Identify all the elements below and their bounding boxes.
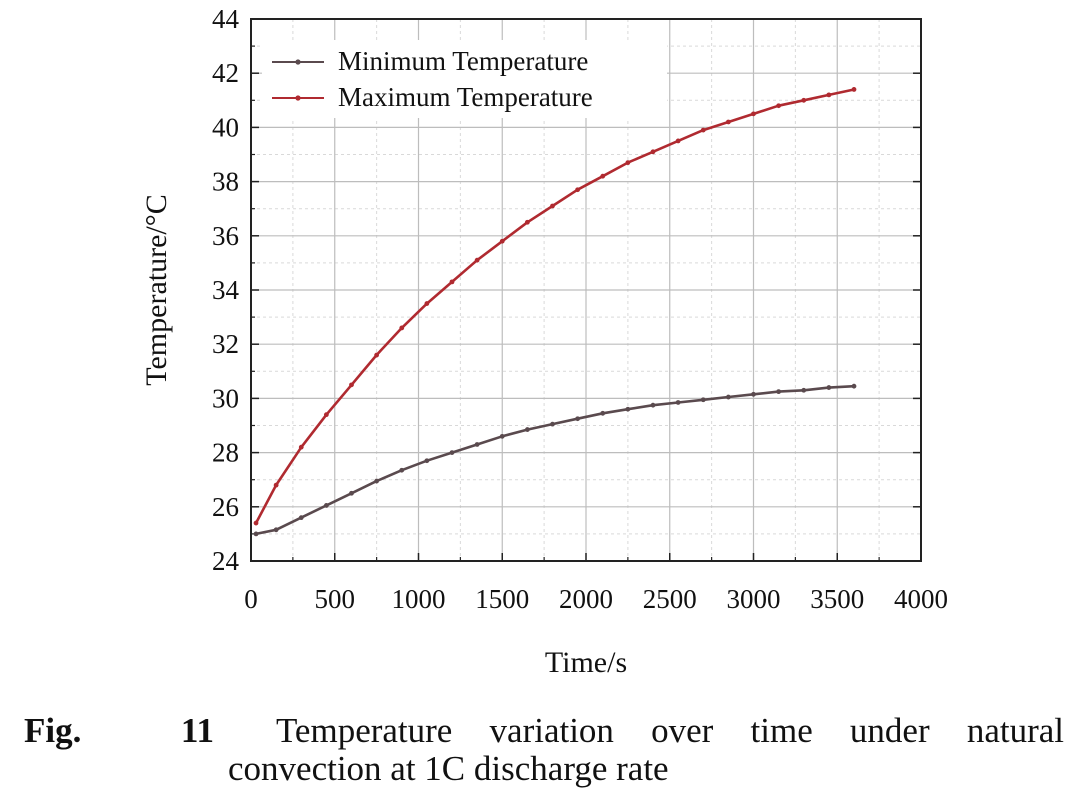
y-axis-label: Temperature/°C	[140, 194, 173, 385]
data-point-minimum	[826, 385, 832, 390]
data-point-minimum	[700, 397, 706, 403]
data-point-minimum	[851, 383, 857, 389]
data-point-maximum	[625, 160, 631, 166]
y-tick-label: 44	[212, 4, 240, 34]
caption-word: under	[849, 711, 930, 750]
data-point-maximum	[424, 301, 430, 306]
y-tick-label: 36	[212, 221, 239, 251]
y-tick-label: 40	[212, 112, 239, 142]
legend-label-maximum: Maximum Temperature	[338, 82, 593, 112]
y-tick-label: 42	[212, 58, 239, 88]
y-tick-label: 34	[212, 275, 240, 305]
x-tick-label: 2000	[559, 584, 613, 614]
series-line-maximum	[254, 88, 855, 524]
data-point-maximum	[725, 119, 731, 125]
data-point-minimum	[751, 391, 756, 397]
data-point-maximum	[524, 219, 530, 225]
data-point-minimum	[524, 427, 530, 432]
caption-label-number: 11	[180, 711, 214, 750]
x-tick-label: 3000	[727, 584, 781, 614]
data-point-minimum	[575, 416, 581, 422]
x-tick-label: 2500	[643, 584, 697, 614]
x-tick-label: 1000	[392, 584, 446, 614]
data-point-maximum	[273, 482, 279, 488]
y-tick-label: 32	[212, 329, 239, 359]
legend-label-minimum: Minimum Temperature	[338, 46, 588, 76]
series-line-minimum	[255, 384, 855, 536]
series-layer	[253, 87, 857, 537]
data-point-minimum	[349, 490, 354, 496]
legend-marker-maximum	[295, 95, 301, 101]
data-point-maximum	[575, 187, 581, 193]
data-point-maximum	[650, 149, 656, 155]
data-point-maximum	[323, 412, 329, 418]
data-point-minimum	[776, 389, 782, 395]
y-tick-label: 26	[212, 492, 239, 522]
data-point-maximum	[751, 111, 756, 117]
caption-label-word: Fig.	[24, 711, 82, 750]
legend: Minimum Temperature Maximum Temperature	[262, 40, 667, 118]
data-point-minimum	[550, 421, 555, 427]
data-point-minimum	[625, 406, 631, 412]
data-point-maximum	[349, 382, 354, 388]
data-point-minimum	[374, 478, 380, 484]
legend-marker-minimum	[295, 59, 301, 65]
caption-line-1-text: Temperature variation over time under na…	[276, 712, 1064, 750]
data-point-maximum	[474, 257, 480, 263]
data-point-minimum	[474, 442, 480, 447]
caption-word: natural	[966, 711, 1064, 750]
data-point-maximum	[776, 103, 782, 109]
caption-label: Fig. 11	[24, 712, 214, 750]
data-point-minimum	[675, 400, 681, 405]
x-tick-label: 1500	[475, 584, 529, 614]
data-point-maximum	[399, 325, 405, 331]
x-axis-label: Time/s	[545, 646, 627, 679]
data-point-minimum	[449, 450, 455, 455]
caption-line-2: convection at 1C discharge rate	[228, 749, 669, 788]
data-point-maximum	[499, 238, 505, 244]
data-point-maximum	[826, 92, 832, 98]
legend-box	[262, 40, 667, 118]
y-tick-label: 24	[212, 546, 240, 576]
data-point-maximum	[851, 87, 857, 92]
data-point-minimum	[424, 458, 430, 464]
caption-word: Temperature	[276, 711, 453, 750]
data-point-maximum	[801, 97, 807, 103]
data-point-minimum	[801, 387, 807, 393]
data-point-minimum	[650, 402, 656, 408]
data-point-maximum	[449, 279, 455, 285]
x-tick-label: 3500	[810, 584, 864, 614]
y-tick-label: 38	[212, 167, 239, 197]
data-point-maximum	[600, 173, 606, 179]
data-point-minimum	[323, 503, 329, 508]
y-tick-label: 30	[212, 383, 239, 413]
data-point-maximum	[298, 444, 304, 450]
caption-word: time	[750, 711, 813, 750]
data-point-minimum	[253, 531, 259, 537]
data-point-minimum	[298, 515, 304, 521]
caption-line-1: Fig. 11 Temperature variation over time …	[24, 712, 1064, 750]
data-point-minimum	[725, 394, 731, 400]
x-tick-label: 0	[244, 584, 258, 614]
data-point-maximum	[675, 138, 681, 144]
data-point-maximum	[374, 352, 380, 358]
data-point-minimum	[399, 467, 405, 473]
data-point-minimum	[273, 527, 279, 533]
data-point-maximum	[550, 203, 555, 209]
caption-word: over	[651, 711, 714, 750]
figure-caption: Fig. 11 Temperature variation over time …	[24, 712, 1064, 788]
axis-ticks: 0 500 1000 1500 2000 2500 3000 3500 4000 24 26 28 30…	[212, 4, 948, 614]
y-tick-label: 28	[212, 438, 239, 468]
data-point-minimum	[600, 410, 606, 416]
x-tick-label: 4000	[894, 584, 948, 614]
data-point-maximum	[700, 127, 706, 133]
x-tick-label: 500	[315, 584, 356, 614]
data-point-maximum	[253, 520, 259, 526]
caption-word: variation	[489, 711, 614, 750]
data-point-minimum	[499, 433, 505, 439]
